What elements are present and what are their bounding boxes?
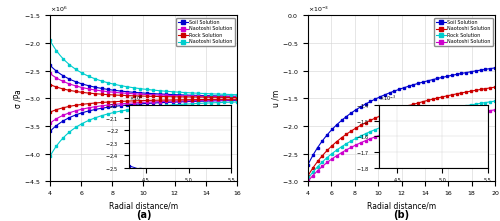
Legend: Soil Solution, Naotoshi Solution, Rock Solution, Naotoshi Solution: Soil Solution, Naotoshi Solution, Rock S… (176, 18, 234, 46)
Text: (a): (a) (136, 210, 151, 220)
Y-axis label: σ /Pa: σ /Pa (13, 89, 22, 108)
X-axis label: Radial distance/m: Radial distance/m (109, 202, 178, 210)
Y-axis label: u /m: u /m (271, 90, 280, 107)
Text: (b): (b) (394, 210, 409, 220)
Legend: Soil Solution, Naotoshi Solution, Rock Solution, Naotoshi Solution: Soil Solution, Naotoshi Solution, Rock S… (434, 18, 492, 46)
X-axis label: Radial distance/m: Radial distance/m (367, 202, 436, 210)
